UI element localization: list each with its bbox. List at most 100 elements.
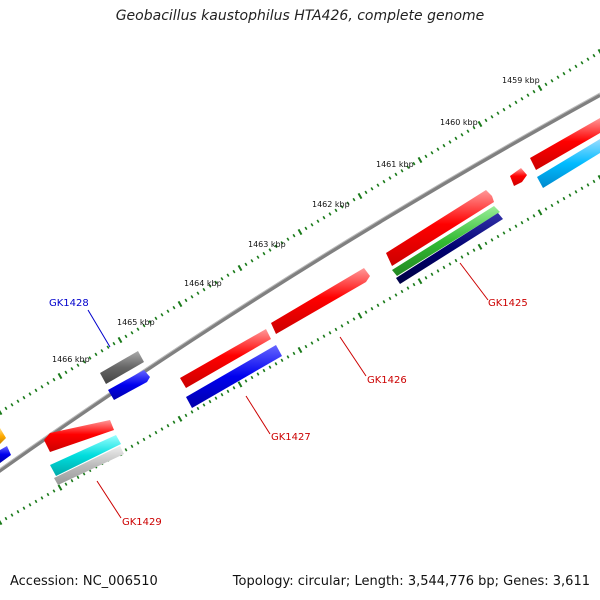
gene-gk1427-red[interactable]: [180, 329, 271, 388]
topology-value: circular: [297, 574, 346, 589]
gene-topright-red-small[interactable]: [510, 168, 527, 186]
inner-scale-tick: [4, 516, 8, 521]
outer-scale-tick: [70, 367, 74, 371]
outer-scale-tick: [292, 233, 296, 238]
accession-info: Accession: NC_006510: [10, 574, 158, 589]
inner-scale-tick: [328, 331, 332, 335]
outer-scale-tick: [220, 277, 224, 281]
inner-scale-tick: [124, 448, 128, 452]
outer-scale-tick: [472, 125, 476, 130]
inner-scale-tick: [22, 506, 26, 510]
inner-scale-tick: [52, 489, 56, 493]
leader-gk1428: [87, 309, 111, 348]
outer-scale-tick: [304, 226, 308, 231]
gene-left-orange[interactable]: [0, 428, 6, 444]
inner-scale-tick: [40, 496, 44, 500]
outer-scale-tick: [214, 280, 218, 285]
gene-left-blue[interactable]: [0, 446, 11, 463]
inner-scale-tick: [202, 403, 206, 407]
gene-gk1427-blue[interactable]: [186, 345, 282, 408]
outer-scale-tick: [28, 392, 32, 396]
outer-scale-tick: [226, 273, 230, 277]
outer-scale-tick: [136, 327, 140, 331]
outer-scale-tick: [436, 147, 440, 151]
length-value: 3,544,776 bp: [407, 574, 495, 589]
inner-scale-tick: [226, 389, 230, 393]
gene-gk1428-blue[interactable]: [108, 370, 150, 400]
gene-gk1425-green[interactable]: [392, 206, 500, 276]
gene-label-gk1429[interactable]: GK1429: [122, 517, 162, 528]
length-label: Length:: [354, 574, 404, 589]
outer-scale-tick: [424, 154, 428, 159]
inner-scale-tick: [220, 393, 224, 397]
inner-scale-tick: [304, 344, 308, 349]
inner-scale-tick: [46, 492, 50, 497]
inner-scale-tick: [130, 444, 134, 448]
inner-scale-tick: [232, 386, 236, 390]
scale-label-1463: 1463 kbp: [248, 240, 286, 249]
gene-gk1426-red[interactable]: [271, 268, 370, 334]
outer-scale-tick: [376, 183, 380, 187]
outer-scale-tick: [64, 370, 68, 375]
inner-scale-tick: [64, 482, 68, 486]
outer-scale-tick: [352, 197, 356, 202]
scale-label-1459: 1459 kbp: [502, 76, 540, 85]
gene-label-gk1425[interactable]: GK1425: [488, 298, 528, 309]
outer-scale-tick: [520, 97, 524, 101]
gene-gk1425-navy[interactable]: [396, 213, 503, 284]
inner-scale-tick: [376, 303, 380, 307]
inner-scale-tick: [0, 519, 3, 526]
outer-scale-tick: [82, 359, 86, 364]
inner-scale-tick: [250, 375, 254, 380]
gene-label-gk1426[interactable]: GK1426: [367, 375, 407, 386]
scale-label-1464: 1464 kbp: [184, 279, 222, 288]
inner-scale-tick: [244, 379, 248, 383]
accession-label: Accession:: [10, 574, 79, 589]
leader-gk1427: [245, 395, 271, 435]
outer-scale-tick: [196, 291, 200, 295]
gene-gk1429-lightgray[interactable]: [54, 446, 124, 485]
inner-scale-tick: [256, 372, 260, 376]
gene-topright-sky[interactable]: [537, 139, 600, 188]
inner-scale-tick: [357, 312, 363, 319]
gene-gk1428-gray[interactable]: [100, 351, 144, 384]
outer-scale-tick: [130, 331, 134, 335]
outer-scale-tick: [184, 298, 188, 303]
outer-scale-tick: [268, 248, 272, 252]
outer-scale-tick: [322, 215, 326, 220]
outer-scale-tick: [477, 120, 483, 128]
scale-label-1461: 1461 kbp: [376, 160, 414, 169]
gene-label-gk1428[interactable]: GK1428: [49, 298, 89, 309]
inner-scale-tick: [274, 362, 278, 366]
outer-scale-tick: [556, 75, 560, 79]
outer-scale-tick: [460, 133, 464, 137]
inner-scale-tick: [76, 475, 80, 479]
inner-scale-tick: [28, 503, 32, 507]
inner-scale-tick: [286, 355, 290, 359]
outer-scale-tick: [4, 406, 8, 411]
gene-gk1429-red[interactable]: [44, 420, 114, 452]
outer-scale-tick: [232, 269, 236, 274]
gene-gk1429-cyan[interactable]: [50, 435, 121, 476]
inner-scale-tick: [580, 186, 584, 190]
inner-scale-tick: [292, 351, 296, 356]
outer-scale-tick: [430, 151, 434, 155]
outer-scale-tick: [94, 352, 98, 357]
gene-label-gk1427[interactable]: GK1427: [271, 432, 311, 443]
outer-scale-tick: [508, 104, 512, 108]
genes-value: 3,611: [552, 574, 590, 589]
inner-scale-tick: [436, 269, 440, 273]
gene-gk1425-red[interactable]: [386, 190, 494, 266]
outer-scale-tick: [592, 53, 596, 58]
inner-scale-tick: [352, 317, 356, 321]
outer-scale-tick: [117, 336, 123, 344]
inner-scale-tick: [508, 227, 512, 232]
stat-separator-1: ;: [345, 574, 351, 589]
inner-scale-tick: [196, 406, 200, 411]
scale-label-1460: 1460 kbp: [440, 118, 478, 127]
inner-scale-tick: [262, 368, 266, 373]
inner-scale-tick: [574, 190, 578, 194]
outer-scale-tick: [484, 118, 488, 123]
inner-scale-tick: [322, 334, 326, 338]
gene-topright-red[interactable]: [530, 118, 600, 170]
